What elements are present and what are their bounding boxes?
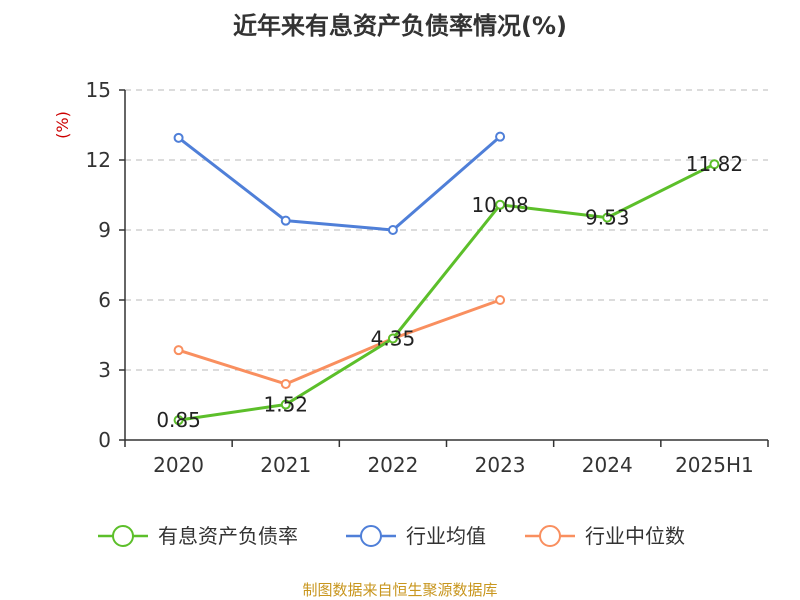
x-tick-label: 2023	[475, 453, 526, 477]
legend-label: 行业均值	[406, 524, 486, 548]
data-labels: 0.85 1.52 4.35 10.08 9.53 11.82	[156, 152, 743, 432]
x-tick-label: 2024	[582, 453, 633, 477]
data-label: 9.53	[585, 206, 630, 230]
axes: 0 3 6 9 12 15 2020 2021 2022 2023 2024 2025H1	[86, 78, 769, 477]
legend: 有息资产负债率 行业均值 行业中位数	[98, 524, 685, 548]
data-point	[173, 132, 184, 143]
data-point	[602, 212, 613, 223]
data-label: 11.82	[686, 152, 743, 176]
legend-swatch-marker	[539, 525, 561, 547]
y-tick-label: 12	[86, 148, 111, 172]
data-label: 4.35	[371, 327, 416, 351]
data-point	[387, 225, 398, 235]
series-line	[178, 162, 716, 422]
chart-title: 近年来有息资产负债率情况(%)	[233, 12, 567, 40]
x-tick-label: 2020	[153, 453, 204, 477]
series	[173, 131, 720, 426]
data-point	[280, 379, 291, 389]
source-note: 制图数据来自恒生聚源数据库	[302, 581, 497, 599]
x-tick-label: 2021	[260, 453, 311, 477]
grid	[125, 89, 768, 371]
y-axis-unit: (%)	[53, 111, 72, 139]
data-label: 1.52	[263, 393, 308, 417]
legend-swatch-marker	[360, 525, 382, 547]
data-point	[495, 131, 506, 142]
data-label: 10.08	[471, 193, 528, 217]
data-point	[495, 199, 506, 210]
legend-label: 行业中位数	[585, 524, 685, 548]
x-tick-label: 2025H1	[675, 453, 754, 477]
y-tick-label: 0	[98, 428, 111, 452]
y-tick-label: 15	[86, 78, 111, 102]
legend-label: 有息资产负债率	[158, 524, 298, 548]
series-line	[178, 298, 501, 386]
data-point	[709, 159, 720, 170]
data-point	[495, 295, 506, 305]
data-label: 0.85	[156, 408, 201, 432]
series-line	[177, 135, 502, 232]
data-point	[173, 345, 184, 356]
x-tick-label: 2022	[367, 453, 418, 477]
data-point	[280, 399, 291, 410]
y-tick-label: 6	[98, 288, 111, 312]
legend-swatch-marker	[112, 525, 134, 547]
y-tick-label: 3	[98, 358, 111, 382]
data-point	[173, 415, 184, 426]
y-tick-label: 9	[98, 218, 111, 242]
data-point	[387, 333, 398, 344]
data-point	[280, 215, 291, 226]
